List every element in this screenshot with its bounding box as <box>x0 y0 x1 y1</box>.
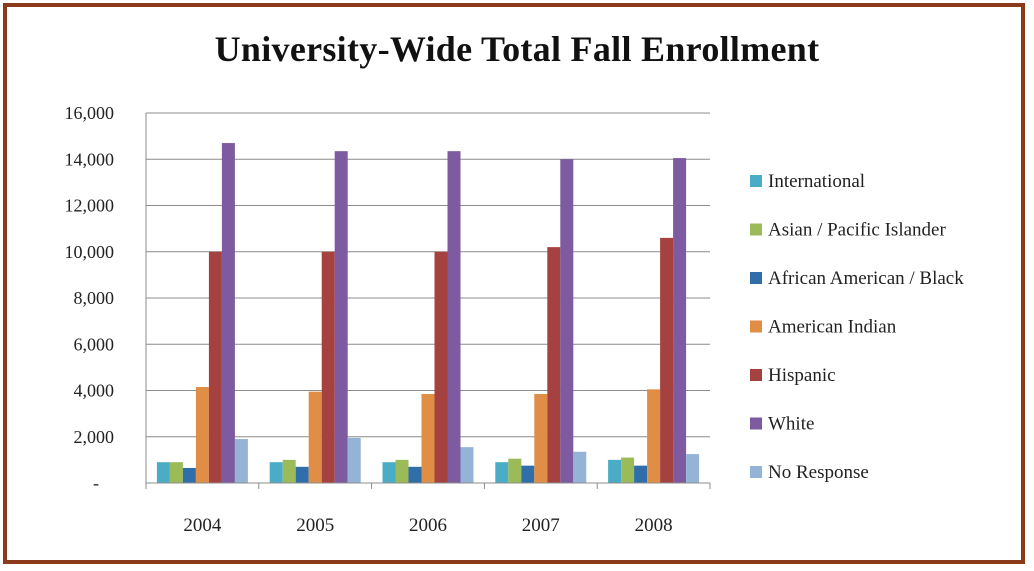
y-tick-label: 4,000 <box>74 381 115 401</box>
legend: International Asian / Pacific Islander Afr… <box>750 171 964 483</box>
bar <box>195 387 209 483</box>
legend-label: African American / Black <box>768 268 964 289</box>
legend-label: American Indian <box>768 317 897 338</box>
bar <box>634 465 648 483</box>
legend-swatch <box>750 175 762 187</box>
y-tick-label: 16,000 <box>65 103 115 123</box>
x-tick-label: 2008 <box>635 515 673 536</box>
x-tick-labels: 2004 2005 2006 2007 2008 <box>183 515 672 536</box>
legend-label: White <box>768 414 814 435</box>
bar <box>573 451 587 483</box>
bar <box>560 159 574 483</box>
bar <box>182 467 196 483</box>
bar <box>234 439 248 483</box>
bar <box>221 143 235 483</box>
bar <box>647 389 661 483</box>
bar <box>321 251 335 483</box>
bar <box>608 459 622 483</box>
gridlines <box>146 112 710 438</box>
bar <box>308 391 322 483</box>
bar <box>395 459 409 483</box>
bars <box>156 143 700 483</box>
y-tick-label: 8,000 <box>74 288 115 308</box>
bar <box>208 251 222 483</box>
bar <box>521 465 535 483</box>
x-tick-label: 2007 <box>522 515 560 536</box>
axes <box>145 113 711 489</box>
legend-swatch <box>750 272 762 284</box>
bar <box>347 437 361 483</box>
y-tick-label: - <box>93 473 99 493</box>
y-tick-label: 12,000 <box>65 196 115 216</box>
legend-label: International <box>768 171 865 192</box>
legend-label: No Response <box>768 462 869 483</box>
bar <box>382 462 396 483</box>
y-tick-label: 2,000 <box>74 427 115 447</box>
x-tick-label: 2006 <box>409 515 447 536</box>
chart-title: University-Wide Total Fall Enrollment <box>214 29 820 69</box>
legend-label: Asian / Pacific Islander <box>768 220 946 241</box>
y-tick-label: 10,000 <box>65 242 115 262</box>
y-tick-label: 6,000 <box>74 334 115 354</box>
legend-swatch <box>750 320 762 333</box>
bar <box>673 158 687 483</box>
bar <box>295 466 309 483</box>
bar <box>169 462 183 483</box>
bar <box>282 459 296 483</box>
bar <box>334 151 348 483</box>
legend-swatch <box>750 223 762 236</box>
bar <box>547 247 561 483</box>
legend-swatch <box>750 369 762 381</box>
bar <box>434 251 448 483</box>
bar <box>686 454 700 483</box>
legend-swatch <box>750 417 762 430</box>
bar <box>495 462 509 483</box>
bar <box>660 237 674 483</box>
bar <box>421 393 435 483</box>
y-tick-labels: - 2,000 4,000 6,000 8,000 10,000 12,000 14,000 1… <box>65 103 115 493</box>
bar <box>447 151 461 483</box>
x-tick-label: 2005 <box>296 515 334 536</box>
bar <box>508 458 522 483</box>
bar <box>621 457 635 483</box>
bar <box>156 462 170 483</box>
bar <box>408 466 422 483</box>
legend-label: Hispanic <box>768 365 836 386</box>
legend-swatch <box>750 466 762 478</box>
bar <box>534 393 548 483</box>
bar <box>269 462 283 483</box>
x-tick-label: 2004 <box>183 515 222 536</box>
bar <box>460 447 474 483</box>
y-tick-label: 14,000 <box>65 149 115 169</box>
